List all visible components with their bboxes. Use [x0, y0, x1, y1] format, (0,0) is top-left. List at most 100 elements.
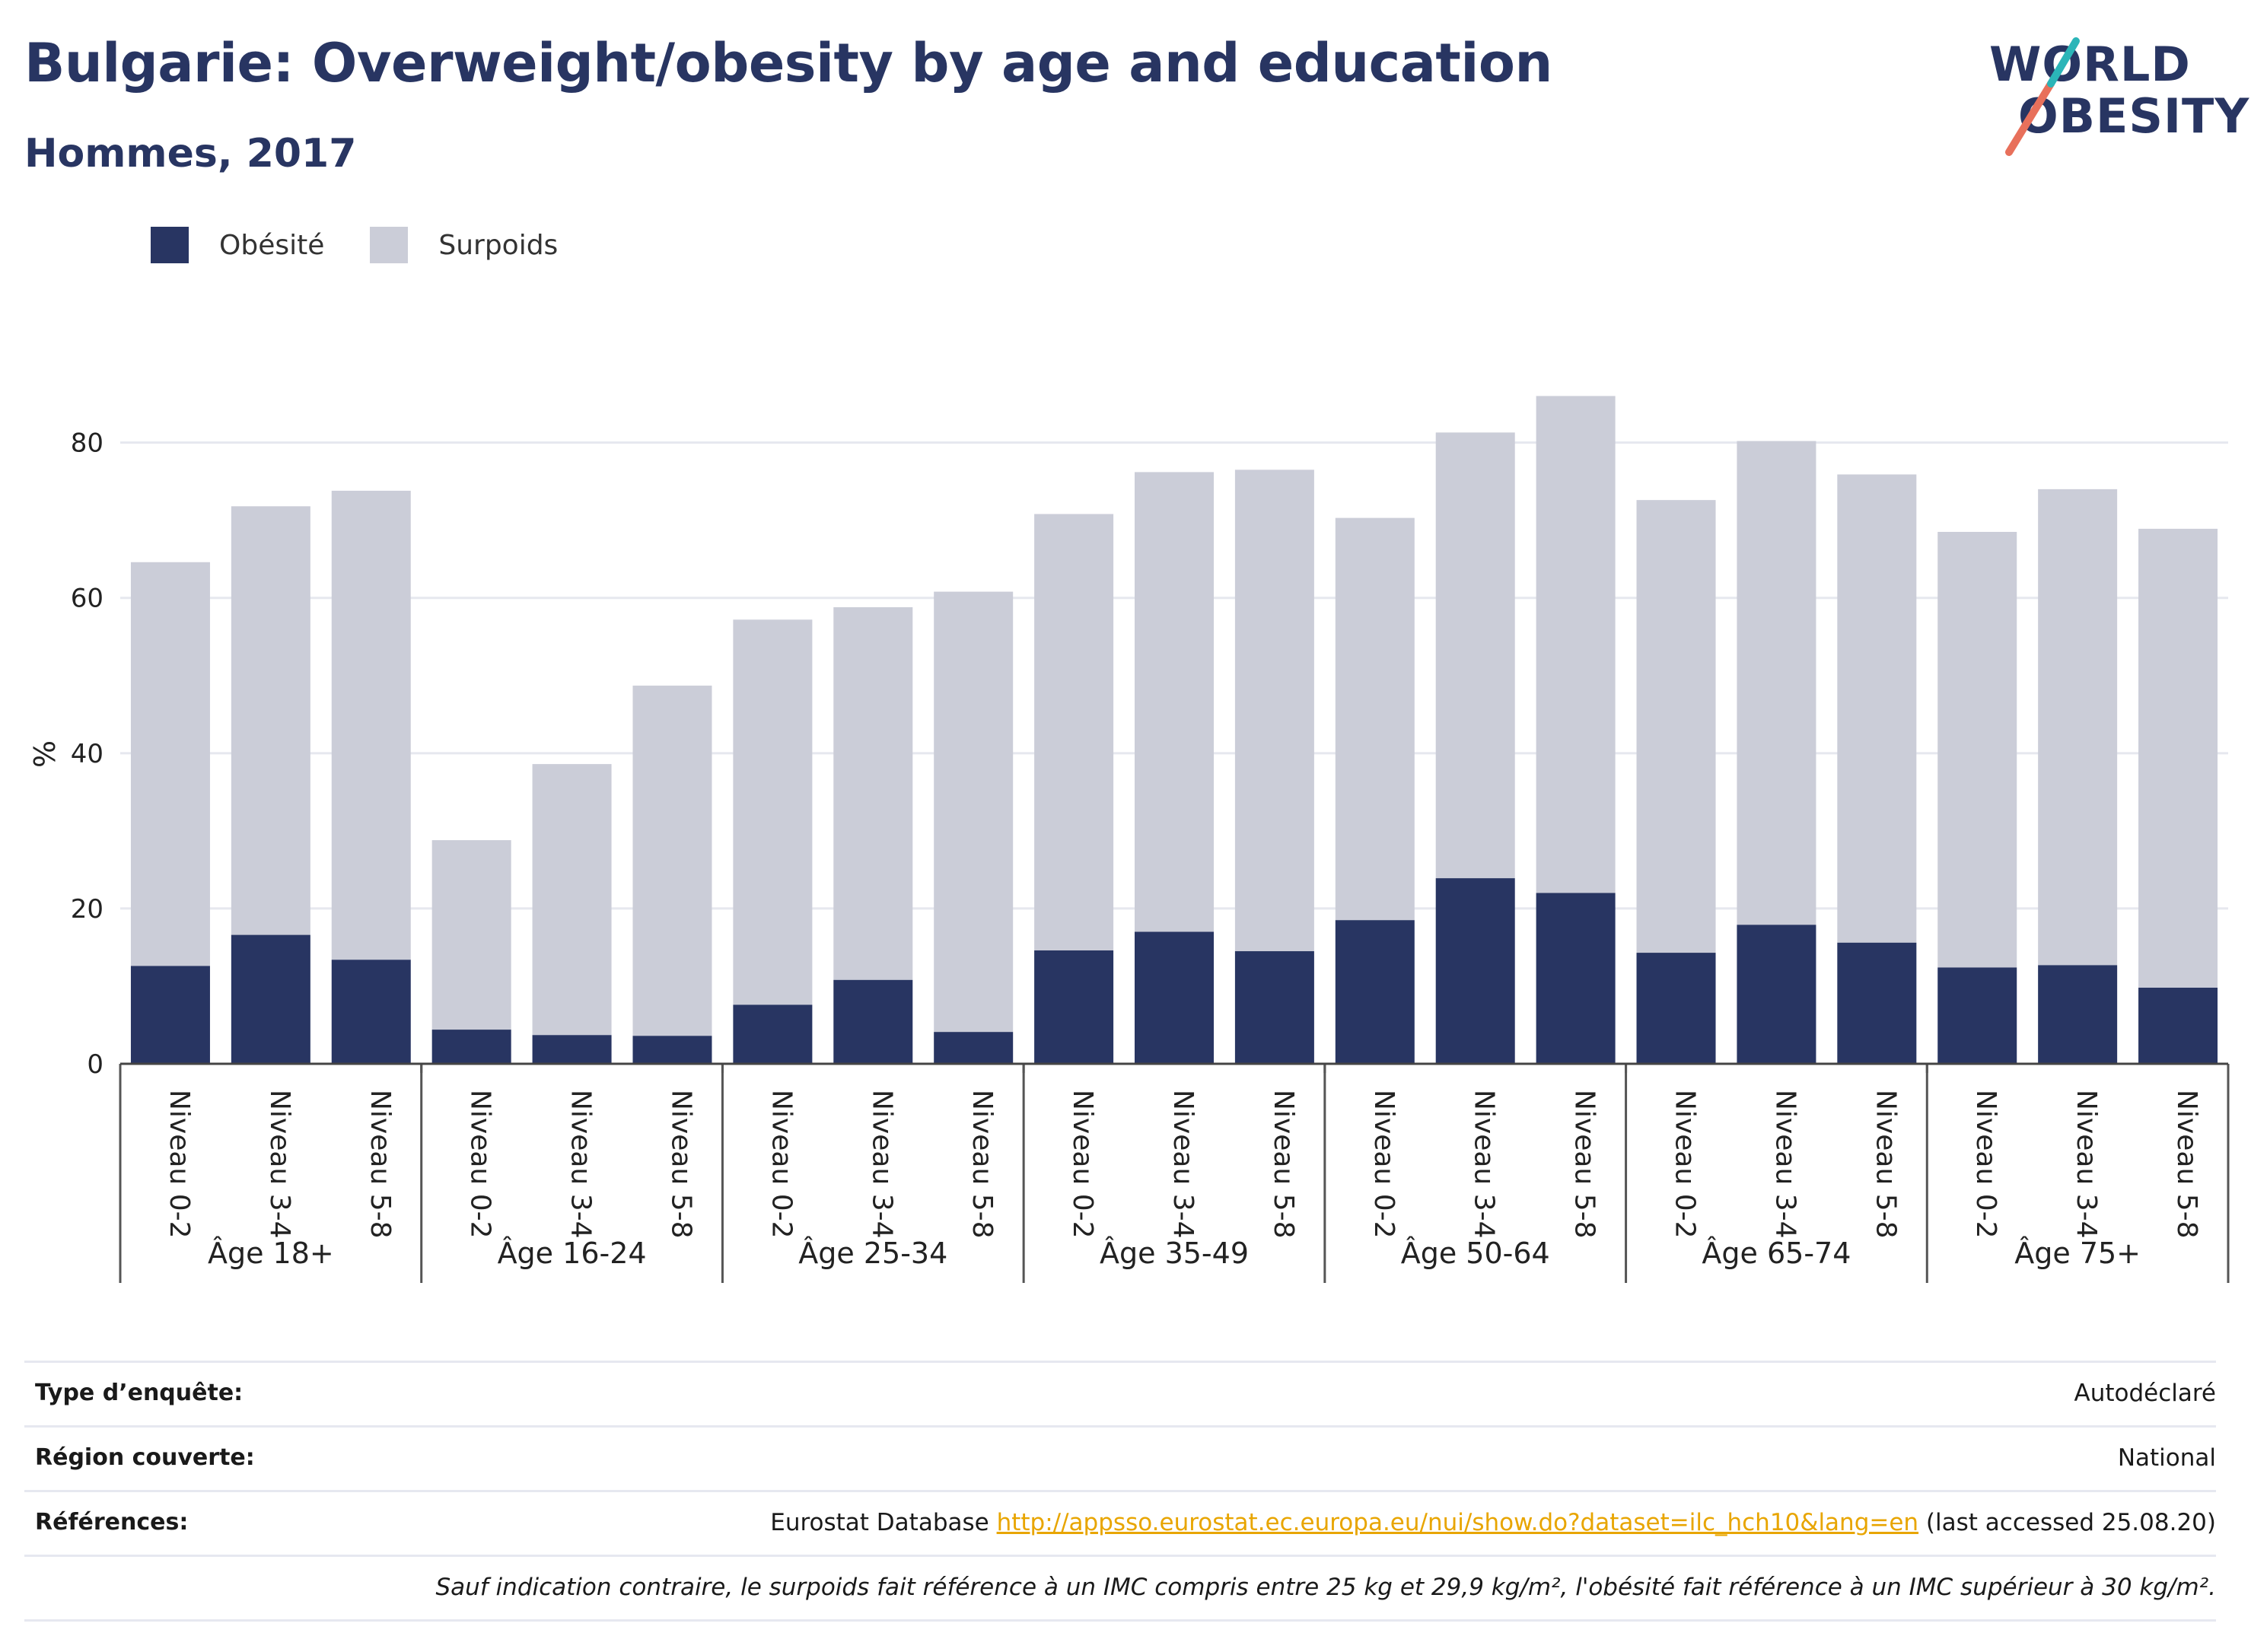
logo-slash-icon — [2005, 37, 2080, 156]
logo-line-2: OBESITY — [2018, 88, 2250, 144]
bar-surpoids — [733, 619, 813, 1005]
info-key: Références: — [35, 1509, 189, 1536]
bar-surpoids — [1435, 432, 1515, 879]
legend-label-surpoids: Surpoids — [438, 229, 559, 261]
bar-surpoids — [1737, 441, 1816, 925]
x-tick-label: Niveau 0-2 — [164, 1090, 195, 1239]
x-tick-label: Niveau 0-2 — [1670, 1090, 1701, 1239]
group-label: Âge 50-64 — [1401, 1237, 1550, 1270]
legend-swatch-obesite — [151, 227, 189, 263]
info-value: Eurostat Database http://appsso.eurostat… — [770, 1509, 2216, 1536]
x-tick-label: Niveau 0-2 — [1368, 1090, 1399, 1239]
bar-surpoids — [2038, 489, 2118, 966]
bar-surpoids — [833, 606, 913, 980]
x-tick-label: Niveau 5-8 — [1268, 1090, 1299, 1239]
x-tick-label: Niveau 3-4 — [1167, 1090, 1199, 1239]
bar-surpoids — [1034, 514, 1114, 951]
legend-item-surpoids: Surpoids — [370, 227, 558, 263]
bar-surpoids — [1536, 396, 1616, 893]
bar-obesite — [1335, 920, 1415, 1064]
chart-legend: Obésité Surpoids — [151, 227, 603, 263]
info-table: Type d’enquête: Autodéclaré Région couve… — [24, 1361, 2216, 1622]
info-row-region: Région couverte: National — [24, 1425, 2216, 1490]
chart-title: Bulgarie: Overweight/obesity by age and … — [24, 32, 1552, 94]
definition-note: Sauf indication contraire, le surpoids f… — [435, 1574, 2216, 1601]
x-tick-label: Niveau 5-8 — [1870, 1090, 1901, 1239]
y-tick-label: 20 — [71, 894, 103, 925]
x-tick-label: Niveau 3-4 — [565, 1090, 597, 1239]
bar-surpoids — [1937, 531, 2017, 968]
reference-prefix: Eurostat Database — [770, 1509, 997, 1536]
x-tick-label: Niveau 0-2 — [1067, 1090, 1098, 1239]
info-value: National — [2117, 1444, 2216, 1472]
group-label: Âge 18+ — [208, 1237, 334, 1270]
info-row-references: Références: Eurostat Database http://app… — [24, 1490, 2216, 1555]
info-key: Région couverte: — [35, 1444, 255, 1471]
legend-label-obesite: Obésité — [219, 229, 325, 261]
bar-surpoids — [2138, 528, 2218, 988]
y-axis-label: % — [28, 740, 62, 768]
legend-swatch-surpoids — [370, 227, 409, 263]
x-tick-label: Niveau 0-2 — [465, 1090, 496, 1239]
bar-surpoids — [1636, 500, 1716, 953]
reference-link[interactable]: http://appsso.eurostat.ec.europa.eu/nui/… — [996, 1509, 1919, 1536]
x-tick-label: Niveau 5-8 — [966, 1090, 998, 1239]
x-tick-label: Niveau 5-8 — [365, 1090, 396, 1239]
chart-subtitle: Hommes, 2017 — [24, 131, 357, 177]
bar-surpoids — [331, 490, 411, 960]
info-key: Type d’enquête: — [35, 1380, 244, 1406]
x-tick-label: Niveau 3-4 — [2071, 1090, 2102, 1239]
bar-obesite — [1135, 931, 1214, 1064]
bar-obesite — [1737, 925, 1816, 1064]
bar-surpoids — [1335, 517, 1415, 921]
group-label: Âge 75+ — [2014, 1237, 2141, 1270]
bar-surpoids — [934, 591, 1014, 1033]
bar-surpoids — [1837, 474, 1917, 943]
bar-obesite — [833, 979, 913, 1064]
bar-obesite — [431, 1030, 511, 1064]
bar-obesite — [2138, 987, 2218, 1064]
x-tick-label: Niveau 3-4 — [264, 1090, 295, 1239]
bar-obesite — [1034, 950, 1114, 1064]
group-label: Âge 65-74 — [1702, 1237, 1851, 1270]
x-tick-label: Niveau 3-4 — [1769, 1090, 1800, 1239]
x-tick-label: Niveau 5-8 — [2171, 1090, 2202, 1239]
y-tick-label: 80 — [71, 428, 103, 459]
bar-surpoids — [632, 686, 712, 1036]
group-label: Âge 16-24 — [498, 1237, 647, 1270]
bar-surpoids — [431, 840, 511, 1030]
reference-suffix: (last accessed 25.08.20) — [1918, 1509, 2216, 1536]
group-label: Âge 25-34 — [798, 1237, 947, 1270]
bar-obesite — [532, 1035, 612, 1064]
y-tick-label: 60 — [71, 584, 103, 614]
bar-obesite — [1234, 951, 1314, 1064]
group-label: Âge 35-49 — [1100, 1237, 1249, 1270]
info-row-note: Sauf indication contraire, le surpoids f… — [24, 1555, 2216, 1622]
info-value: Autodéclaré — [2074, 1380, 2216, 1407]
bar-surpoids — [1234, 469, 1314, 952]
info-row-survey-type: Type d’enquête: Autodéclaré — [24, 1361, 2216, 1425]
bar-obesite — [1636, 953, 1716, 1064]
x-tick-label: Niveau 5-8 — [1569, 1090, 1600, 1239]
y-tick-label: 0 — [87, 1049, 103, 1080]
logo-line-1: WORLD — [1989, 37, 2191, 92]
y-tick-label: 40 — [71, 739, 103, 769]
bar-obesite — [1837, 942, 1917, 1064]
bar-obesite — [1435, 878, 1515, 1064]
x-tick-label: Niveau 3-4 — [866, 1090, 897, 1239]
bar-obesite — [2038, 965, 2118, 1064]
bar-obesite — [1937, 967, 2017, 1064]
bar-obesite — [130, 966, 210, 1064]
bar-obesite — [632, 1036, 712, 1064]
bar-surpoids — [130, 562, 210, 966]
x-tick-label: Niveau 0-2 — [1970, 1090, 2001, 1239]
bar-surpoids — [532, 764, 612, 1036]
bar-obesite — [934, 1032, 1014, 1064]
bar-surpoids — [1135, 472, 1214, 932]
x-tick-label: Niveau 3-4 — [1469, 1090, 1500, 1239]
legend-item-obesite: Obésité — [151, 227, 324, 263]
bar-chart: 0 20 40 60 80% Niveau 0-2 Niveau 3-4 Niveau 5-8… — [28, 396, 2230, 1283]
bar-obesite — [331, 960, 411, 1064]
world-obesity-logo: WORLD OBESITY — [1979, 30, 2249, 160]
bar-obesite — [733, 1004, 813, 1064]
